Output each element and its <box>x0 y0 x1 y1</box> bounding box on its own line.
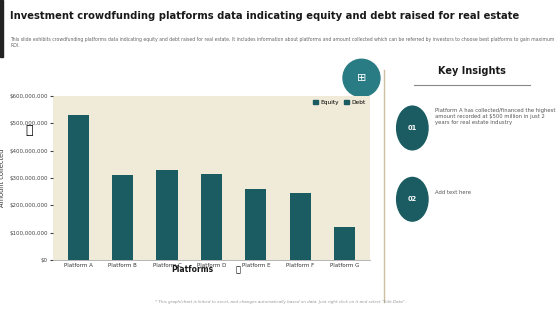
Text: Platforms: Platforms <box>171 265 213 274</box>
Y-axis label: Amount collected: Amount collected <box>0 149 5 207</box>
Circle shape <box>396 106 428 150</box>
Text: 02: 02 <box>408 196 417 202</box>
Text: 01: 01 <box>408 125 417 131</box>
Text: Platform A has collected/financed the highest amount recorded at $500 million in: Platform A has collected/financed the hi… <box>436 108 556 125</box>
Text: This slide exhibits crowdfunding platforms data indicating equity and debt raise: This slide exhibits crowdfunding platfor… <box>10 37 554 48</box>
Bar <box>112 175 133 260</box>
Point <box>526 83 533 87</box>
Text: 🤲: 🤲 <box>26 124 33 137</box>
Bar <box>334 227 355 260</box>
Bar <box>200 174 222 260</box>
Text: ⊞: ⊞ <box>357 73 366 83</box>
Text: Investment crowdfunding platforms data indicating equity and debt raised for rea: Investment crowdfunding platforms data i… <box>10 11 519 21</box>
Circle shape <box>343 59 380 97</box>
Text: 🎓: 🎓 <box>235 265 240 274</box>
FancyBboxPatch shape <box>0 0 3 57</box>
Circle shape <box>396 177 428 221</box>
Legend: Equity, Debt: Equity, Debt <box>312 99 367 106</box>
Text: Add text here: Add text here <box>436 190 472 195</box>
Bar <box>290 193 311 260</box>
Text: Key Insights: Key Insights <box>438 66 506 76</box>
Text: From Jan 2019-Jan 2022: From Jan 2019-Jan 2022 <box>104 73 224 83</box>
Bar <box>245 189 267 260</box>
Text: * This graph/chart is linked to excel, and changes automatically based on data. : * This graph/chart is linked to excel, a… <box>155 300 405 304</box>
Bar <box>68 115 89 260</box>
Bar <box>156 170 178 260</box>
Point <box>410 83 417 87</box>
